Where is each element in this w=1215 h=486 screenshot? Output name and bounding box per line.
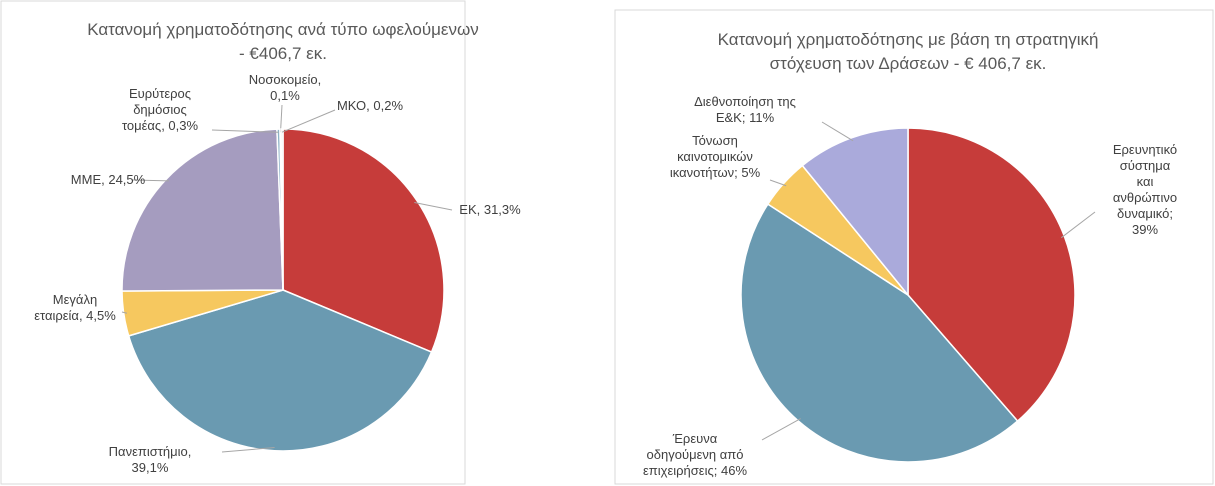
- leader-line: [131, 179, 170, 182]
- data-label: Ευρύτερος δημόσιος τομέας, 0,3%: [121, 86, 199, 133]
- pie-slice: [127, 289, 433, 452]
- data-label: ΜΜΕ, 24,5%: [70, 172, 146, 187]
- pie-slice: [801, 127, 909, 298]
- chart-title: Κατανομή χρηματοδότησης ανά τύπο ωφελούμ…: [87, 20, 479, 63]
- data-label: Τόνωση καινοτομικών ικανοτήτων; 5%: [669, 133, 761, 180]
- leader-line: [761, 418, 801, 441]
- leader-line: [1060, 211, 1096, 239]
- data-label: Έρευνα οδηγούμενη από επιχειρήσεις; 46%: [643, 431, 747, 478]
- leader-line: [821, 121, 854, 142]
- pie-slice: [907, 127, 1076, 423]
- data-label: ΜΚΟ, 0,2%: [336, 98, 404, 113]
- leader-line: [121, 311, 128, 314]
- chart-frame: [614, 9, 1214, 485]
- chart-frame: [0, 0, 466, 485]
- data-label: Ερευνητικό σύστημα και ανθρώπινο δυναμικ…: [1112, 142, 1178, 237]
- pie-slice: [121, 128, 284, 292]
- leader-line: [221, 447, 275, 453]
- data-label: ΕΚ, 31,3%: [459, 202, 521, 217]
- leader-line: [281, 109, 336, 133]
- chart-title: Κατανομή χρηματοδότησης με βάση τη στρατ…: [717, 30, 1099, 73]
- leader-line: [414, 202, 453, 211]
- data-label: Μεγάλη εταιρεία, 4,5%: [34, 292, 116, 323]
- leader-line: [280, 104, 283, 133]
- leader-line: [769, 179, 787, 187]
- data-label: Πανεπιστήμιο, 39,1%: [108, 444, 192, 475]
- pie-slice: [280, 128, 284, 291]
- pie-slice: [740, 203, 1019, 463]
- leader-line: [211, 129, 279, 133]
- data-label: Διεθνοποίηση της Ε&Κ; 11%: [694, 94, 796, 125]
- pie-slice: [282, 128, 445, 354]
- data-label: Νοσοκομείο, 0,1%: [248, 72, 322, 103]
